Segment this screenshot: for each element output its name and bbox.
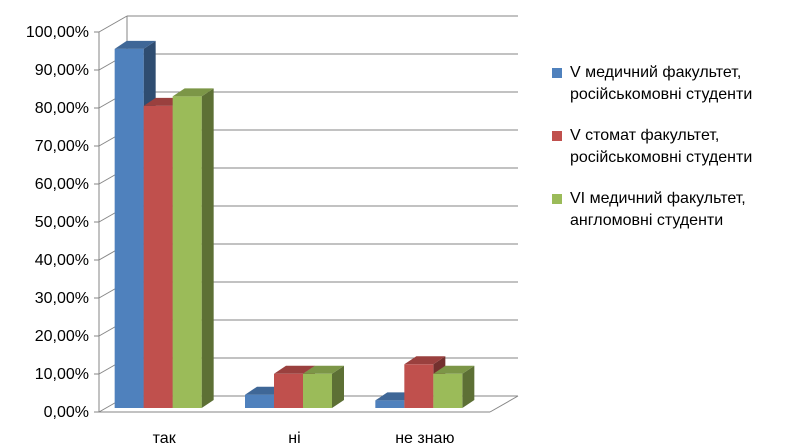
bar-front [433,373,463,408]
y-tick-label: 100,00% [26,24,89,41]
bar-front [245,394,274,408]
bar-front [404,364,434,408]
legend-item-1: V медичний факультет, російськомовні сту… [550,62,786,106]
bar-2-3 [303,365,344,408]
legend-label-3: VI медичний факультет, англомовні студен… [570,190,746,229]
bar-top [404,356,446,365]
axis-labels: 0,00% 10,00% 20,00% 30,00% 40,00% 50,00% 60,00… [26,24,455,447]
legend-swatch-1 [552,68,562,78]
legend-label-2: V стомат факультет, російськомовні студе… [570,127,753,166]
bar-1-3 [172,88,214,409]
bar-top [303,365,344,374]
legend-item-2: V стомат факультет, російськомовні студе… [550,125,786,169]
legend: V медичний факультет, російськомовні сту… [550,62,786,251]
y-tick-label: 50,00% [35,214,89,231]
bar-top [274,365,315,374]
legend-swatch-3 [552,194,562,204]
y-tick-label: 20,00% [35,328,89,345]
bars [114,40,475,409]
legend-label-1: V медичний факультет, російськомовні сту… [570,64,753,103]
bar-front [274,373,303,408]
bar-side [462,365,475,408]
legend-item-3: VI медичний факультет, англомовні студен… [550,188,786,232]
bar-side [201,88,214,409]
bar-top [433,365,475,374]
bar-front [143,105,173,409]
y-tick-label: 0,00% [44,404,89,421]
bar-3-3 [433,365,475,408]
x-tick-label: так [153,430,177,447]
y-tick-label: 10,00% [35,366,89,383]
x-tick-label: ні [288,430,300,447]
legend-swatch-2 [552,131,562,141]
bar-front [114,48,144,409]
bar-top [114,40,156,49]
y-tick-label: 80,00% [35,100,89,117]
y-tick-label: 90,00% [35,62,89,79]
y-tick-label: 70,00% [35,138,89,155]
y-tick-label: 60,00% [35,176,89,193]
bar-front [172,96,202,409]
bar-side [332,365,344,408]
y-tick-label: 30,00% [35,290,89,307]
bar-front [303,373,332,408]
bar-front [375,400,405,408]
floor-right-edge [489,395,519,413]
y-tick-label: 40,00% [35,252,89,269]
bar-top [172,88,214,97]
x-tick-label: не знаю [395,430,454,447]
gridline-diagonal [98,15,128,33]
